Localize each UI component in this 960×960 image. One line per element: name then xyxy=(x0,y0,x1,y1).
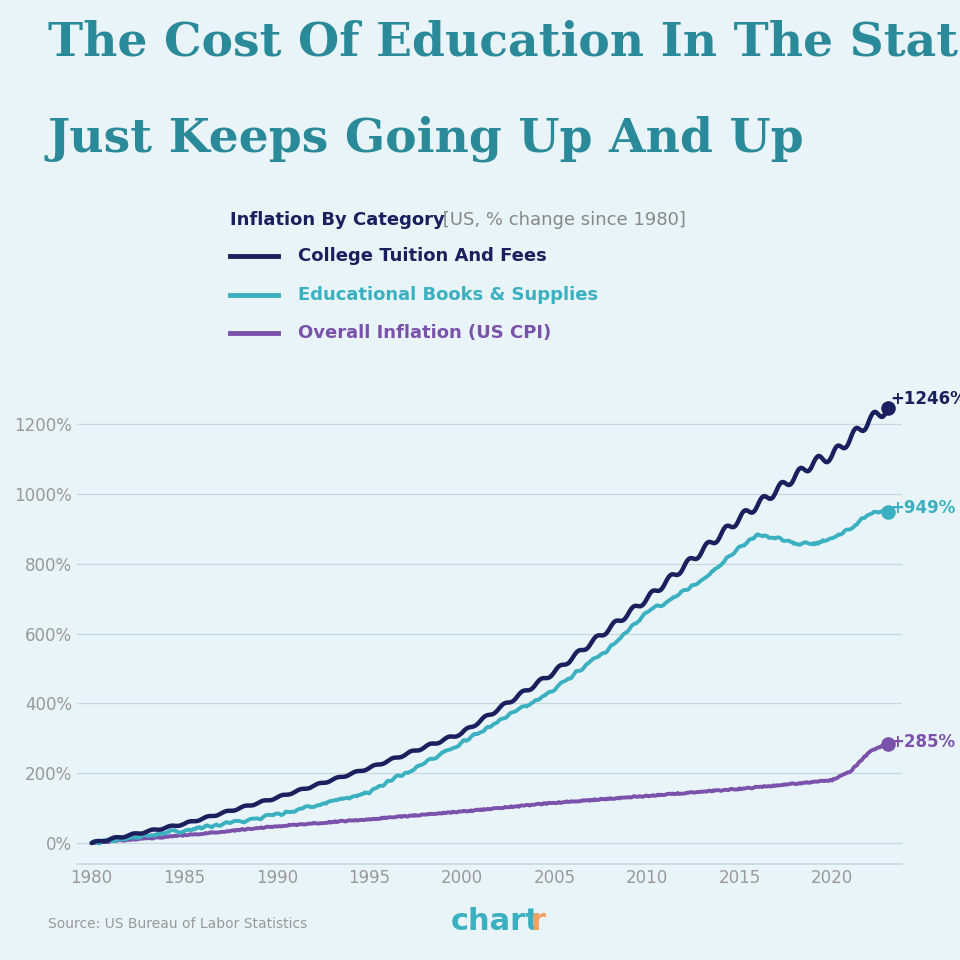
Point xyxy=(880,400,896,416)
Text: Source: US Bureau of Labor Statistics: Source: US Bureau of Labor Statistics xyxy=(48,917,307,931)
Text: College Tuition And Fees: College Tuition And Fees xyxy=(298,248,546,265)
Text: r: r xyxy=(531,907,546,936)
Point xyxy=(880,736,896,752)
Text: The Cost Of Education In The States: The Cost Of Education In The States xyxy=(48,19,960,65)
Text: Overall Inflation (US CPI): Overall Inflation (US CPI) xyxy=(298,324,551,342)
Text: Just Keeps Going Up And Up: Just Keeps Going Up And Up xyxy=(48,115,804,161)
Text: Educational Books & Supplies: Educational Books & Supplies xyxy=(298,286,598,303)
Text: Inflation By Category: Inflation By Category xyxy=(230,211,445,229)
Point xyxy=(880,504,896,519)
Text: chart: chart xyxy=(451,907,540,936)
Text: +1246%: +1246% xyxy=(890,391,960,408)
Text: [US, % change since 1980]: [US, % change since 1980] xyxy=(437,211,685,229)
Text: +949%: +949% xyxy=(890,499,956,517)
Text: +285%: +285% xyxy=(890,732,955,751)
